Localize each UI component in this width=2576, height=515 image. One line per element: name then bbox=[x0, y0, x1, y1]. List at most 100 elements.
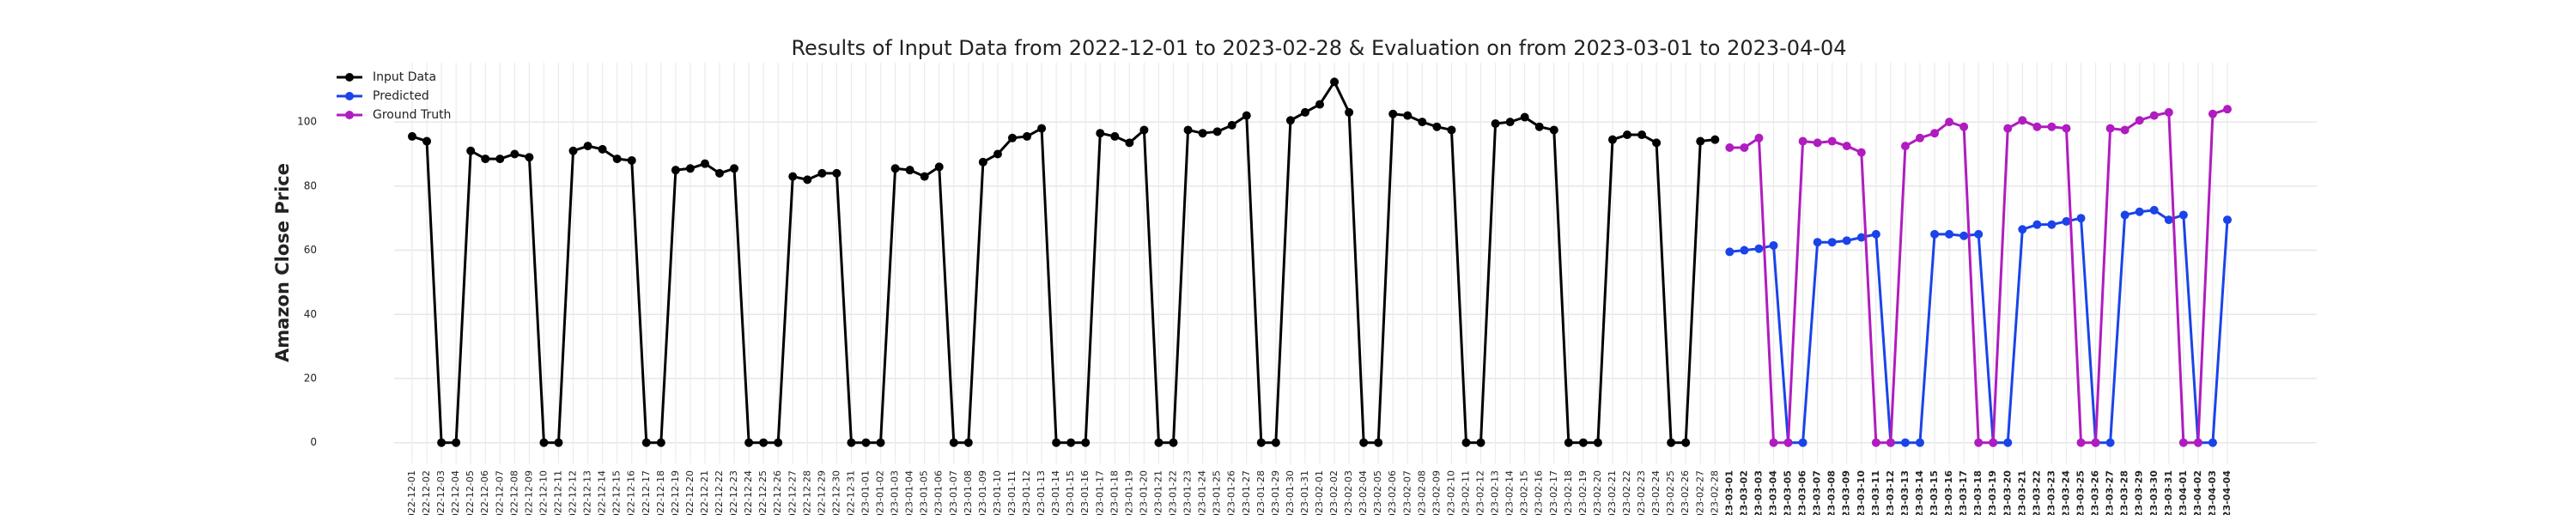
x-tick-label: 2023-03-14 bbox=[1914, 470, 1925, 515]
point bbox=[2076, 214, 2086, 223]
point bbox=[2223, 215, 2232, 225]
x-tick-label: 2023-03-01 bbox=[1723, 470, 1735, 515]
x-tick-label: 2023-03-24 bbox=[2060, 470, 2071, 515]
x-tick-label: 2023-02-18 bbox=[1563, 470, 1574, 515]
grid bbox=[394, 63, 2317, 464]
point bbox=[583, 142, 592, 151]
y-tick-label: 100 bbox=[297, 116, 317, 128]
x-tick-label: 2023-03-29 bbox=[2134, 470, 2145, 515]
point bbox=[1007, 133, 1017, 142]
point bbox=[1930, 129, 1940, 138]
point bbox=[525, 153, 534, 162]
point bbox=[1447, 125, 1456, 135]
point bbox=[612, 154, 622, 164]
x-tick-label: 2023-01-01 bbox=[860, 470, 872, 515]
point bbox=[1667, 438, 1676, 447]
point bbox=[1139, 125, 1149, 135]
x-tick-label: 2022-12-15 bbox=[611, 470, 623, 515]
x-tick-label: 2023-03-25 bbox=[2075, 470, 2087, 515]
point bbox=[539, 438, 549, 447]
point bbox=[452, 438, 461, 447]
x-tick-label: 2022-12-09 bbox=[523, 470, 534, 515]
x-tick-label: 2023-03-22 bbox=[2031, 470, 2042, 515]
point bbox=[1403, 111, 1413, 120]
x-tick-label: 2023-01-08 bbox=[963, 470, 974, 515]
point bbox=[978, 157, 987, 167]
x-tick-label: 2023-03-08 bbox=[1826, 470, 1838, 515]
point bbox=[2135, 116, 2144, 125]
y-tick-label: 80 bbox=[304, 179, 317, 191]
point bbox=[1110, 131, 1120, 141]
x-tick-label: 2023-02-22 bbox=[1621, 470, 1632, 515]
x-tick-label: 2023-01-04 bbox=[904, 470, 915, 515]
point bbox=[2178, 210, 2188, 220]
point bbox=[920, 172, 929, 181]
point bbox=[759, 438, 769, 447]
legend-marker bbox=[345, 111, 354, 119]
x-tick-label: 2022-12-30 bbox=[830, 470, 841, 515]
x-tick-label: 2022-12-10 bbox=[538, 470, 549, 515]
point bbox=[2076, 438, 2086, 447]
y-tick-label: 60 bbox=[304, 244, 317, 256]
point bbox=[554, 438, 563, 447]
x-tick-label: 2023-02-07 bbox=[1401, 470, 1413, 515]
point bbox=[2062, 216, 2071, 226]
point bbox=[1827, 238, 1837, 247]
point bbox=[1696, 136, 1705, 146]
x-tick-label: 2023-02-27 bbox=[1694, 470, 1705, 515]
point bbox=[568, 146, 578, 155]
x-tick-label: 2023-02-21 bbox=[1607, 470, 1618, 515]
point bbox=[1623, 130, 1632, 140]
point bbox=[1974, 229, 1984, 239]
x-tick-label: 2023-02-19 bbox=[1577, 470, 1589, 515]
point bbox=[1169, 438, 1178, 447]
x-tick-label: 2023-02-20 bbox=[1592, 470, 1603, 515]
x-tick-label: 2023-02-02 bbox=[1328, 470, 1340, 515]
x-tick-label: 2022-12-18 bbox=[655, 470, 666, 515]
y-axis-label: Amazon Close Price bbox=[272, 163, 293, 362]
x-tick-label: 2023-02-01 bbox=[1314, 470, 1325, 515]
x-tick-label: 2023-03-12 bbox=[1885, 470, 1896, 515]
point bbox=[2062, 124, 2071, 133]
x-tick-label: 2023-01-15 bbox=[1065, 470, 1076, 515]
point bbox=[2208, 109, 2217, 118]
x-tick-label: 2023-01-29 bbox=[1270, 470, 1281, 515]
point bbox=[1125, 138, 1134, 148]
point bbox=[2105, 124, 2115, 133]
x-tick-label: 2023-01-21 bbox=[1152, 470, 1163, 515]
x-tick-label: 2022-12-04 bbox=[450, 470, 461, 515]
point bbox=[1461, 438, 1471, 447]
x-tick-label: 2023-02-24 bbox=[1650, 470, 1662, 515]
point bbox=[1652, 138, 1662, 148]
x-tick-label: 2023-01-25 bbox=[1212, 470, 1223, 515]
point bbox=[934, 162, 944, 172]
point bbox=[2018, 225, 2027, 234]
x-tick-label: 2023-02-16 bbox=[1534, 470, 1545, 515]
x-tick-label: 2023-02-13 bbox=[1490, 470, 1501, 515]
point bbox=[1183, 125, 1193, 135]
point bbox=[1725, 247, 1735, 257]
point bbox=[1534, 122, 1544, 131]
point bbox=[1300, 107, 1309, 117]
x-tick-label: 2022-12-24 bbox=[743, 470, 754, 515]
point bbox=[437, 438, 447, 447]
point bbox=[2120, 125, 2129, 135]
x-tick-label: 2022-12-29 bbox=[816, 470, 827, 515]
x-tick-label: 2023-03-13 bbox=[1899, 470, 1911, 515]
x-tick-label: 2023-01-27 bbox=[1241, 470, 1252, 515]
point bbox=[1769, 240, 1778, 250]
point bbox=[2032, 122, 2042, 131]
x-tick-label: 2023-03-10 bbox=[1856, 470, 1867, 515]
x-tick-label: 2023-01-13 bbox=[1036, 470, 1047, 515]
point bbox=[1842, 142, 1851, 151]
x-tick-label: 2023-01-22 bbox=[1168, 470, 1179, 515]
x-tick-label: 2023-03-18 bbox=[1972, 470, 1984, 515]
point bbox=[1681, 438, 1691, 447]
point bbox=[1505, 118, 1515, 127]
point bbox=[832, 168, 841, 178]
point bbox=[2164, 107, 2173, 117]
point bbox=[1798, 136, 1807, 146]
point bbox=[1783, 438, 1793, 447]
point bbox=[1842, 236, 1851, 245]
